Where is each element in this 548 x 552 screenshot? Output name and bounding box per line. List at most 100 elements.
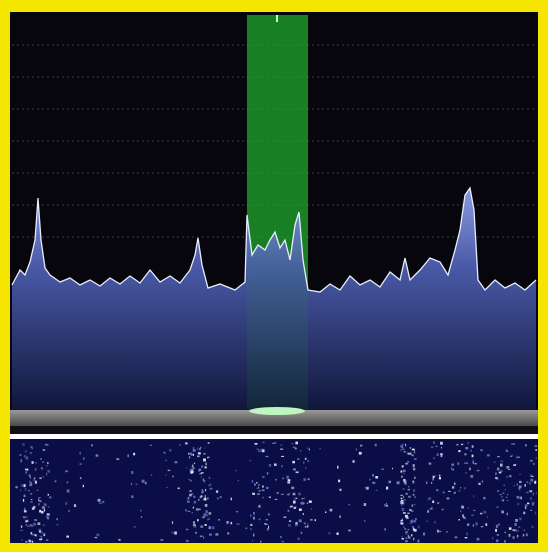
waterfall-dot bbox=[22, 498, 25, 502]
waterfall-dot bbox=[33, 479, 35, 481]
waterfall-dot bbox=[65, 502, 68, 505]
waterfall-dot bbox=[200, 472, 204, 474]
waterfall-dot bbox=[28, 539, 32, 543]
waterfall-dot bbox=[364, 520, 366, 522]
waterfall-dot bbox=[281, 455, 284, 457]
waterfall-dot bbox=[193, 500, 197, 504]
waterfall-dot bbox=[191, 464, 194, 467]
waterfall-dot bbox=[534, 481, 537, 484]
waterfall-dot bbox=[402, 512, 406, 514]
waterfall-dot bbox=[49, 496, 52, 499]
waterfall-dot bbox=[267, 513, 270, 516]
waterfall-dot bbox=[45, 444, 49, 446]
waterfall-dot bbox=[386, 504, 388, 507]
waterfall-dot bbox=[440, 453, 443, 456]
waterfall-dot bbox=[310, 519, 313, 521]
waterfall-dot bbox=[506, 512, 508, 516]
waterfall-dot bbox=[483, 510, 487, 514]
waterfall-dot bbox=[501, 495, 504, 498]
waterfall-dot bbox=[187, 510, 191, 512]
waterfall-dot bbox=[401, 465, 404, 468]
waterfall-dot bbox=[297, 537, 300, 540]
waterfall-dot bbox=[328, 532, 331, 535]
waterfall-dot bbox=[268, 464, 272, 467]
waterfall-dot bbox=[506, 476, 508, 478]
waterfall-dot bbox=[432, 475, 434, 478]
waterfall-dot bbox=[208, 526, 212, 530]
waterfall-dot bbox=[519, 473, 521, 475]
waterfall-dot bbox=[301, 498, 304, 500]
waterfall-dot bbox=[301, 502, 304, 505]
waterfall-dot bbox=[20, 529, 23, 531]
waterfall-dot bbox=[478, 482, 481, 485]
waterfall-dot bbox=[256, 487, 258, 489]
waterfall-dot bbox=[308, 448, 310, 451]
waterfall-dot bbox=[54, 480, 57, 483]
waterfall-dot bbox=[474, 463, 477, 465]
waterfall-dot bbox=[348, 529, 351, 532]
waterfall-dot bbox=[415, 518, 417, 521]
waterfall-dot bbox=[42, 476, 45, 478]
waterfall-dot bbox=[193, 495, 196, 498]
waterfall-dot bbox=[292, 446, 296, 449]
waterfall-dot bbox=[186, 500, 190, 503]
waterfall-dot bbox=[501, 510, 504, 514]
waterfall-dot bbox=[360, 444, 363, 447]
waterfall-dot bbox=[215, 533, 219, 536]
waterfall-dot bbox=[409, 447, 412, 449]
waterfall-dot bbox=[280, 444, 283, 446]
waterfall-dot bbox=[386, 486, 389, 490]
waterfall-dot bbox=[305, 457, 307, 460]
waterfall-dot bbox=[457, 462, 460, 465]
waterfall-dot bbox=[201, 490, 204, 494]
waterfall-dot bbox=[392, 467, 393, 470]
waterfall-dot bbox=[39, 535, 43, 538]
waterfall-dot bbox=[191, 493, 194, 495]
waterfall-dot bbox=[199, 446, 202, 449]
waterfall-dot bbox=[408, 536, 411, 539]
waterfall-dot bbox=[46, 472, 48, 476]
waterfall-dot bbox=[31, 461, 34, 464]
waterfall-dot bbox=[30, 446, 33, 449]
waterfall-dot bbox=[405, 537, 408, 539]
waterfall-dot bbox=[417, 525, 420, 529]
waterfall-dot bbox=[472, 461, 474, 464]
waterfall-dot bbox=[197, 452, 201, 455]
waterfall-dot bbox=[492, 536, 494, 540]
waterfall-dot bbox=[413, 520, 416, 523]
waterfall-dot bbox=[96, 533, 100, 537]
waterfall-dot bbox=[261, 489, 265, 492]
waterfall-dot bbox=[532, 492, 534, 496]
waterfall-dot bbox=[199, 535, 203, 537]
waterfall-dot bbox=[339, 515, 341, 518]
waterfall-dot bbox=[411, 448, 415, 451]
waterfall-dot bbox=[506, 466, 510, 469]
waterfall-dot bbox=[403, 526, 405, 528]
waterfall-dot bbox=[534, 511, 537, 515]
waterfall-dot bbox=[40, 531, 43, 534]
waterfall-dot bbox=[192, 453, 194, 456]
waterfall-dot bbox=[23, 484, 26, 488]
waterfall-dot bbox=[436, 502, 440, 505]
waterfall-dot bbox=[402, 495, 405, 499]
waterfall-dot bbox=[460, 510, 462, 513]
waterfall-dot bbox=[258, 504, 261, 508]
waterfall-dot bbox=[47, 516, 50, 520]
waterfall-dot bbox=[471, 454, 474, 458]
waterfall-dot bbox=[437, 529, 439, 533]
waterfall-dot bbox=[189, 490, 192, 492]
waterfall-dot bbox=[196, 508, 199, 511]
waterfall-dot bbox=[275, 478, 277, 481]
waterfall-dot bbox=[258, 489, 261, 492]
waterfall-dot bbox=[407, 461, 410, 463]
waterfall-dot bbox=[451, 467, 453, 470]
waterfall-dot bbox=[401, 535, 403, 538]
waterfall-dot bbox=[509, 475, 512, 478]
waterfall-dot bbox=[29, 484, 33, 487]
waterfall-dot bbox=[258, 486, 260, 489]
waterfall-dot bbox=[40, 467, 44, 470]
waterfall-dot bbox=[432, 500, 435, 503]
waterfall-dot bbox=[302, 501, 304, 505]
waterfall-dot bbox=[413, 450, 416, 454]
